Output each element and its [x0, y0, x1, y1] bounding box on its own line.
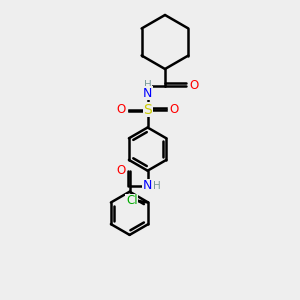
Text: H: H	[144, 80, 152, 90]
Text: N: N	[143, 86, 152, 100]
Text: O: O	[117, 164, 126, 177]
Text: O: O	[170, 103, 179, 116]
Text: S: S	[143, 103, 152, 116]
Text: Cl: Cl	[126, 194, 138, 208]
Text: O: O	[189, 79, 198, 92]
Text: O: O	[116, 103, 125, 116]
Text: N: N	[143, 179, 152, 192]
Text: H: H	[153, 181, 161, 191]
